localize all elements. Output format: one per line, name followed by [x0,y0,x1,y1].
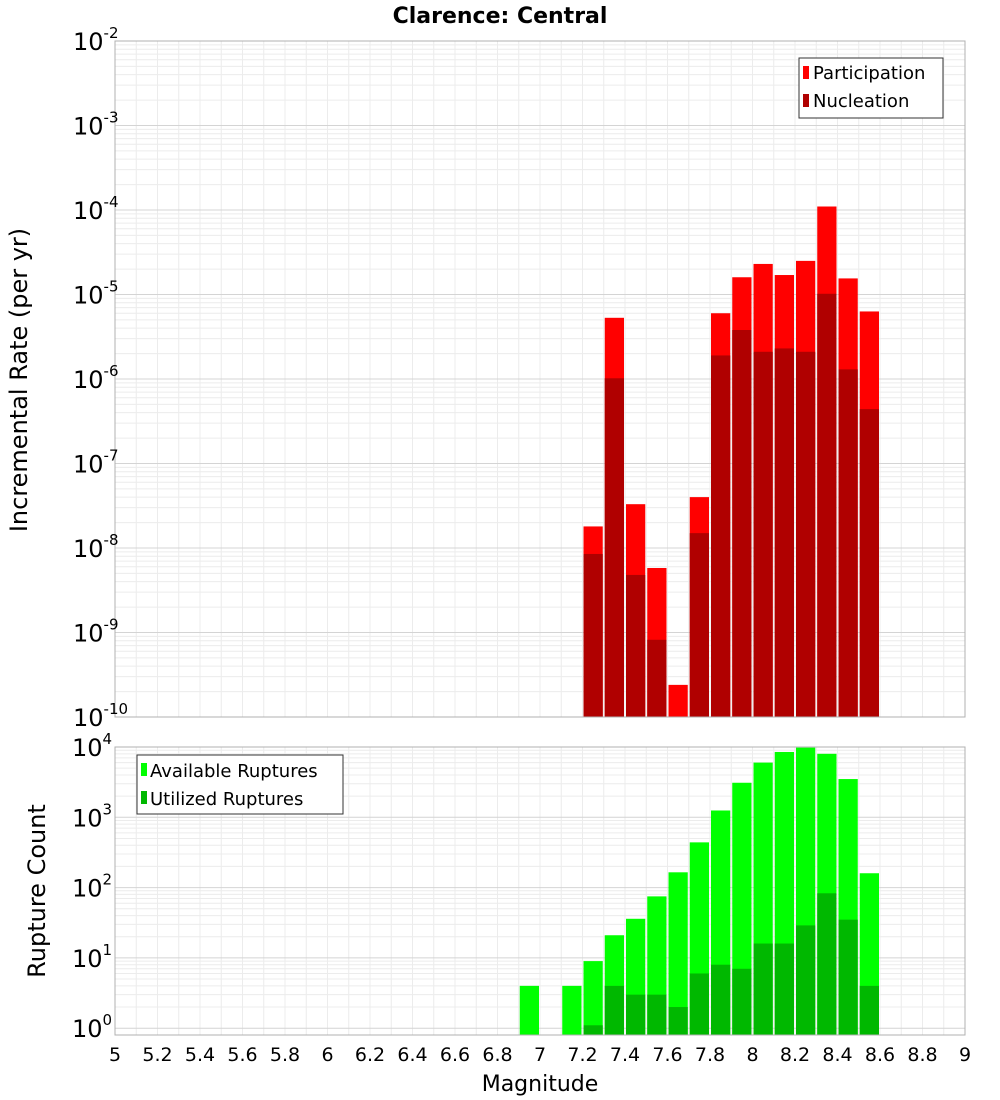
y-tick-label: 102 [72,871,112,903]
x-tick-label: 7.2 [567,1044,597,1066]
participation-legend-label: Participation [813,63,925,84]
count-inner-bar [583,1025,603,1035]
count-outer-bar [583,961,603,1035]
x-tick-label: 9 [959,1044,971,1066]
y-tick-label: 10-6 [73,362,119,394]
bottom-y-axis-label: Rupture Count [23,804,51,978]
rate-inner-bar [753,351,773,717]
rate-inner-bar [774,348,794,717]
count-inner-bar [647,994,667,1035]
rate-inner-bar [817,293,837,717]
y-tick-label: 10-8 [73,531,119,563]
y-tick-label: 103 [72,800,112,832]
count-inner-bar [668,1007,688,1035]
count-inner-bar [626,994,646,1035]
x-tick-label: 6.6 [440,1044,470,1066]
x-tick-label: 7.4 [610,1044,640,1066]
y-tick-label: 10-4 [73,193,119,225]
x-tick-label: 8.8 [907,1044,937,1066]
x-tick-label: 8.2 [780,1044,810,1066]
top-plot-grid [114,40,966,718]
top-legend: Participation Nucleation [798,57,944,119]
y-tick-label: 100 [72,1011,112,1043]
count-inner-bar [796,925,816,1035]
top-plot-bars [583,206,879,717]
rate-inner-bar [711,355,731,717]
y-tick-label: 10-5 [73,278,119,310]
bottom-plot-frame [114,746,966,1036]
y-tick-label: 10-3 [73,109,119,141]
nucleation-legend-label: Nucleation [813,91,909,112]
rate-inner-bar [796,351,816,717]
x-tick-label: 5.4 [185,1044,215,1066]
y-tick-label: 101 [72,941,112,973]
count-inner-bar [732,968,752,1035]
rate-inner-bar [859,409,879,717]
rate-inner-bar [626,574,646,717]
count-inner-bar [753,943,773,1035]
x-axis-label: Magnitude [482,1072,599,1097]
available-ruptures-legend-label: Available Ruptures [150,761,318,782]
bottom-plot-bars [519,747,879,1035]
count-outer-bar [519,985,539,1035]
utilized-ruptures-legend-label: Utilized Ruptures [150,789,303,810]
rate-inner-bar [604,378,624,717]
x-tick-label: 6.8 [482,1044,512,1066]
x-tick-label: 5 [109,1044,121,1066]
top-plot-frame [114,40,966,718]
x-tick-label: 7.6 [652,1044,682,1066]
bottom-legend: Available Ruptures Utilized Ruptures [136,754,344,815]
y-tick-label: 104 [72,730,112,762]
y-tick-label: 10-7 [73,447,119,479]
rate-outer-bar [668,684,688,717]
x-tick-label: 6.4 [397,1044,427,1066]
rate-inner-bar [689,533,709,717]
top-y-axis-label: Incremental Rate (per yr) [5,228,33,532]
rate-inner-bar [583,553,603,717]
x-tick-label: 6.2 [355,1044,385,1066]
chart-title: Clarence: Central [393,4,608,29]
x-tick-label: 5.6 [227,1044,257,1066]
y-tick-label: 10-10 [73,700,128,732]
count-inner-bar [859,985,879,1035]
x-tick-label: 7.8 [695,1044,725,1066]
rate-inner-bar [838,369,858,717]
y-tick-label: 10-2 [73,24,119,56]
utilized-ruptures-legend-swatch [141,791,147,804]
nucleation-legend-swatch [803,94,809,107]
x-tick-label: 5.2 [142,1044,172,1066]
participation-legend-swatch [803,66,809,79]
count-inner-bar [711,964,731,1035]
count-inner-bar [838,919,858,1035]
bottom-y-tick-labels: 100 101 102 103 104 [72,730,112,1043]
x-tick-label: 8.6 [865,1044,895,1066]
top-legend-box [798,57,944,119]
x-tick-label: 7 [534,1044,546,1066]
y-tick-label: 10-9 [73,616,119,648]
count-inner-bar [774,943,794,1035]
x-tick-label: 8 [746,1044,758,1066]
count-inner-bar [604,985,624,1035]
available-ruptures-legend-swatch [141,763,147,776]
x-tick-label: 6 [321,1044,333,1066]
rate-inner-bar [647,639,667,717]
count-inner-bar [689,973,709,1035]
x-tick-label: 8.4 [822,1044,852,1066]
count-outer-bar [562,985,582,1035]
x-tick-labels: 5 5.2 5.4 5.6 5.8 6 6.2 6.4 6.6 6.8 7 7.2 7.4 7.6 7.8 8… [109,1044,971,1066]
x-tick-label: 5.8 [270,1044,300,1066]
top-y-tick-labels: 10-10 10-9 10-8 10-7 10-6 10-5 10-4 10-3 10-2 [73,24,128,732]
count-outer-bar [668,872,688,1035]
bottom-legend-box [136,754,344,815]
rate-inner-bar [732,330,752,717]
count-inner-bar [817,893,837,1035]
